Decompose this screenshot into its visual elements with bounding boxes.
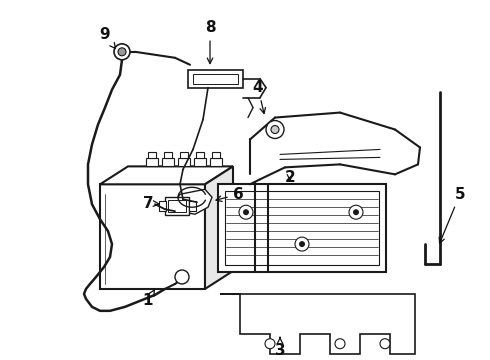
Circle shape — [295, 237, 309, 251]
Text: 4: 4 — [253, 80, 266, 113]
Bar — [188, 70, 243, 88]
Text: 3: 3 — [275, 337, 285, 358]
Bar — [212, 152, 220, 158]
Circle shape — [271, 126, 279, 134]
Text: 1: 1 — [143, 290, 154, 309]
Bar — [146, 158, 158, 166]
Bar — [165, 197, 189, 215]
Text: 6: 6 — [216, 187, 244, 202]
Circle shape — [243, 209, 249, 215]
Bar — [168, 200, 186, 212]
Bar — [210, 158, 222, 166]
Bar — [218, 184, 386, 272]
Text: 8: 8 — [205, 21, 215, 64]
Polygon shape — [100, 166, 233, 184]
Polygon shape — [205, 166, 233, 289]
Circle shape — [335, 339, 345, 349]
Text: 7: 7 — [143, 196, 159, 211]
Bar — [162, 158, 174, 166]
Circle shape — [114, 44, 130, 60]
Bar — [196, 152, 204, 158]
Bar — [194, 158, 206, 166]
Polygon shape — [175, 189, 212, 214]
Circle shape — [118, 48, 126, 56]
Bar — [164, 152, 172, 158]
Circle shape — [239, 205, 253, 219]
Circle shape — [349, 205, 363, 219]
Circle shape — [353, 209, 359, 215]
Text: 2: 2 — [285, 170, 295, 185]
Text: 9: 9 — [99, 27, 116, 49]
Bar — [225, 191, 379, 265]
Bar — [193, 74, 238, 84]
Circle shape — [266, 121, 284, 139]
Bar — [189, 201, 196, 211]
Circle shape — [380, 339, 390, 349]
Bar — [159, 201, 166, 211]
Text: 5: 5 — [439, 187, 466, 243]
Polygon shape — [220, 294, 415, 354]
Circle shape — [265, 339, 275, 349]
Circle shape — [299, 241, 305, 247]
Bar — [148, 152, 156, 158]
Bar — [180, 152, 188, 158]
Circle shape — [175, 270, 189, 284]
Bar — [100, 184, 205, 289]
Bar — [178, 158, 190, 166]
